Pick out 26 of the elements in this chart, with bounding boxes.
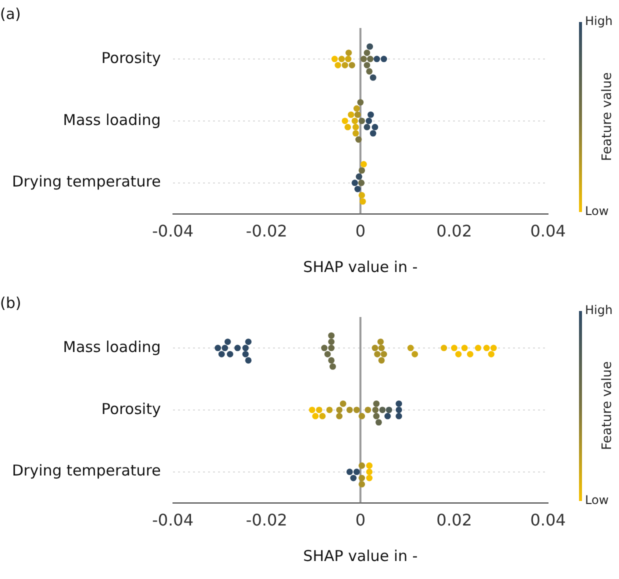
x-tick-label: 0.02: [436, 222, 472, 241]
y-tick-label: Porosity: [101, 48, 161, 67]
y-tick-label: Drying temperature: [12, 172, 161, 191]
text: High: [585, 14, 613, 28]
y-tick-label: Mass loading: [63, 338, 161, 356]
x-tick-label: 0.04: [530, 222, 566, 241]
x-tick-label: 0.04: [530, 510, 566, 530]
y-tick-label: Porosity: [101, 400, 161, 418]
color-bar-title: Feature value: [600, 72, 615, 162]
x-tick-label: 0: [355, 510, 366, 530]
x-tick-label: -0.02: [246, 510, 288, 530]
y-tick-label: Mass loading: [63, 110, 161, 129]
x-tick-label: -0.04: [152, 510, 194, 530]
x-tick-label: -0.04: [152, 222, 194, 241]
text: Low: [585, 493, 609, 507]
x-tick-label: 0.02: [436, 510, 472, 530]
text: High: [585, 303, 613, 317]
y-tick-label: Drying temperature: [12, 462, 161, 480]
x-tick-label: 0: [355, 222, 366, 241]
x-axis-title: SHAP value in -: [303, 258, 418, 276]
color-bar-title: Feature value: [600, 362, 615, 450]
x-axis-title: SHAP value in -: [303, 546, 418, 565]
text: (a): [0, 4, 21, 23]
text: (b): [0, 294, 22, 312]
text: Low: [585, 204, 609, 218]
x-tick-label: -0.02: [246, 222, 288, 241]
